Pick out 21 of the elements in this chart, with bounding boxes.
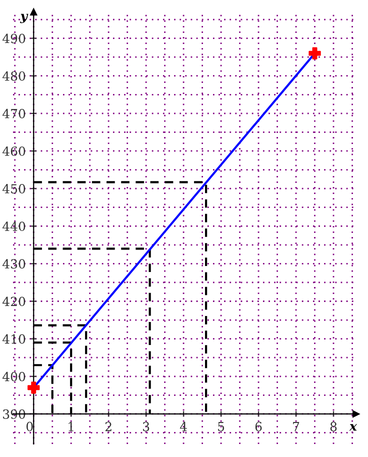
x-tick-label: 2 xyxy=(105,422,112,432)
y-tick-label: 430 xyxy=(2,259,26,269)
y-tick-label: 490 xyxy=(2,34,26,44)
x-tick-label: 8 xyxy=(330,422,337,432)
y-tick-label: 450 xyxy=(2,184,26,194)
y-tick-label: 440 xyxy=(2,222,26,232)
x-tick-label: 3 xyxy=(143,422,150,432)
x-tick-label: 1 xyxy=(68,422,74,432)
y-tick-label: 470 xyxy=(2,108,26,118)
x-tick-label: 7 xyxy=(293,422,300,432)
y-axis-title: y xyxy=(20,14,28,24)
y-tick-label: 400 xyxy=(2,372,26,382)
y-tick-label: 420 xyxy=(2,296,26,306)
y-tick-label: 410 xyxy=(2,334,26,344)
y-tick-label: 460 xyxy=(2,146,26,156)
x-tick-label: 5 xyxy=(218,422,224,432)
x-tick-label: 4 xyxy=(180,422,187,432)
x-axis-title: x xyxy=(349,424,358,431)
y-tick-label: 480 xyxy=(2,71,26,81)
x-tick-label: 0 xyxy=(26,422,33,432)
x-tick-label: 6 xyxy=(255,422,262,432)
